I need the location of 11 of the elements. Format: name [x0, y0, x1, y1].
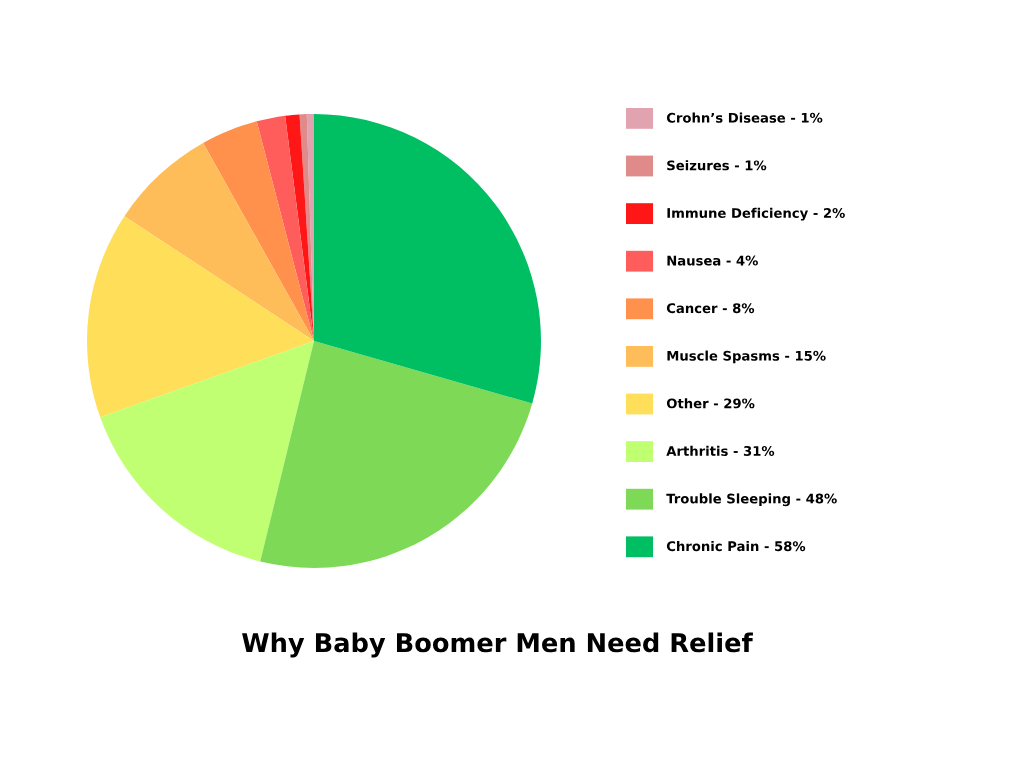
legend-label: Crohn’s Disease - 1% [666, 112, 823, 123]
text: Why Baby Boomer Men Need Relief [242, 632, 753, 658]
legend-label: Other - 29% [666, 398, 755, 409]
legend-label: Nausea - 4% [667, 255, 758, 266]
legend-label: Cancer - 8% [666, 303, 755, 314]
legend-label: Arthritis - 31% [666, 445, 775, 456]
legend-label: Seizures - 1% [667, 160, 767, 171]
legend-label: Chronic Pain - 58% [666, 540, 806, 552]
legend-label: Immune Deficiency - 2% [667, 207, 845, 221]
legend-label: Trouble Sleeping - 48% [666, 493, 837, 507]
legend-label: Muscle Spasms - 15% [667, 350, 826, 364]
